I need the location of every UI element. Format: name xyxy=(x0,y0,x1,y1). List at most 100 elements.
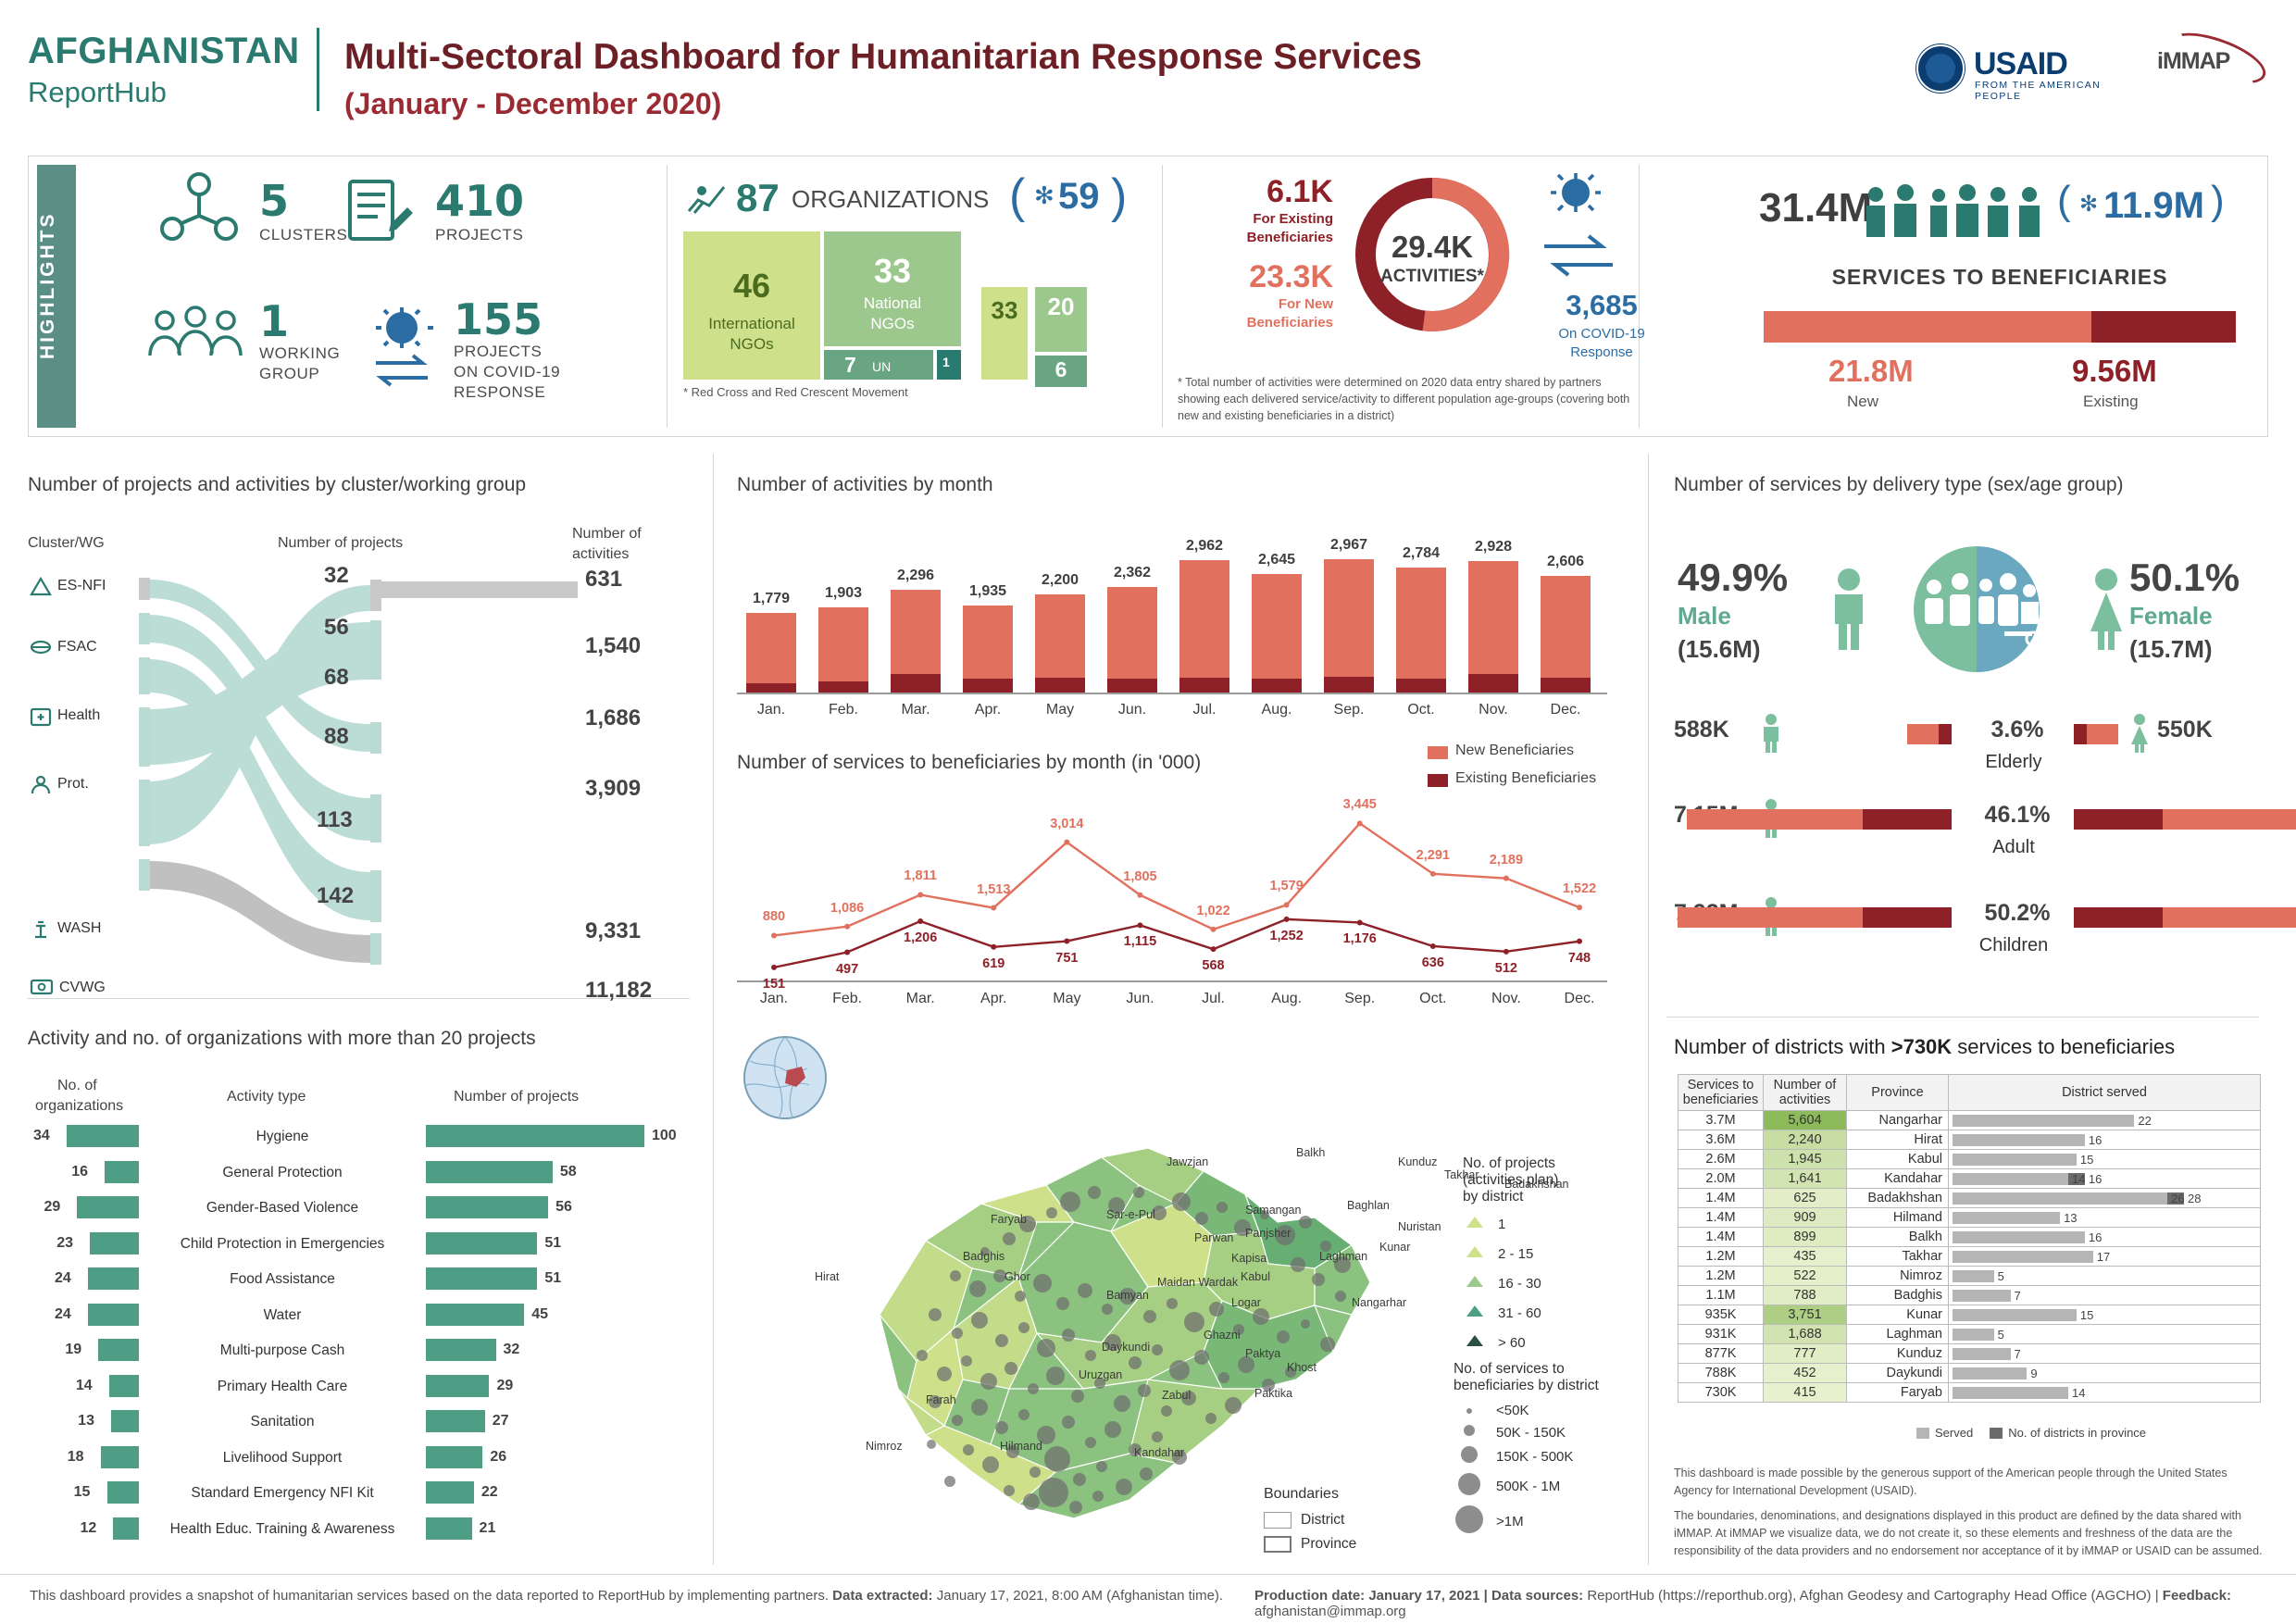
legend-services-line-2: beneficiaries by district xyxy=(1454,1378,1599,1393)
month-bar-existing-segment xyxy=(1324,677,1374,693)
usaid-wordmark: USAID xyxy=(1974,46,2068,81)
map-label: Badakhshan xyxy=(1504,1178,1569,1191)
dashboard-title: Multi-Sectoral Dashboard for Humanitaria… xyxy=(344,37,1422,77)
services-axis-label: Jan. xyxy=(759,991,789,1006)
cell-services: 935K xyxy=(1678,1305,1764,1325)
month-bar-existing-segment xyxy=(963,679,1013,693)
age-bar-right-existing xyxy=(2074,809,2163,830)
district-boundary-swatch xyxy=(1264,1512,1292,1529)
cell-district-bar: 14 16 xyxy=(1948,1168,2261,1189)
services-class-label: 150K - 500K xyxy=(1496,1449,1574,1465)
age-percent: 3.6% xyxy=(1990,717,2044,743)
map-label: Kapisa xyxy=(1231,1252,1267,1265)
table-row: 935K 3,751 Kunar 15 xyxy=(1678,1305,2261,1325)
activity-projects-bar xyxy=(426,1267,538,1290)
month-axis-label: Sep. xyxy=(1333,702,1365,718)
footer-left-1: This dashboard provides a snapshot of hu… xyxy=(30,1588,833,1604)
services-class-swatch xyxy=(1454,1473,1485,1500)
cluster-activities-3: 3,909 xyxy=(585,776,642,801)
activity-projects-bar xyxy=(426,1303,525,1326)
existing-activities-label-2: Beneficiaries xyxy=(1246,230,1333,245)
clusters-label: CLUSTERS xyxy=(259,226,348,243)
services-axis-label: Nov. xyxy=(1491,991,1521,1006)
organizations-icon xyxy=(685,183,728,217)
cell-activities: 1,641 xyxy=(1763,1168,1847,1189)
map-label: Faryab xyxy=(991,1213,1027,1226)
cell-province: Kandahar xyxy=(1846,1168,1949,1189)
boundary-label-district: District xyxy=(1301,1512,1345,1528)
month-bar xyxy=(1396,568,1446,693)
cell-activities: 522 xyxy=(1763,1266,1847,1286)
projects-class-swatch xyxy=(1463,1272,1487,1295)
map-label: Daykundi xyxy=(1102,1341,1151,1354)
month-axis-label: Apr. xyxy=(974,702,1002,718)
gender-pie-chart xyxy=(1893,546,2060,672)
age-bar-left-existing xyxy=(1939,724,1952,744)
map-label: Zabul xyxy=(1162,1389,1192,1402)
covid-small-icon: ✻ xyxy=(1034,181,1054,209)
existing-activities-value: 6.1K xyxy=(1267,174,1333,209)
cell-province: Kabul xyxy=(1846,1149,1949,1169)
cell-services: 730K xyxy=(1678,1382,1764,1403)
clusters-col-header-projects: Number of projects xyxy=(278,535,404,551)
month-bar-existing-segment xyxy=(746,682,796,693)
services-point-label: 1,579 xyxy=(1269,879,1304,894)
services-axis-label: Oct. xyxy=(1419,991,1447,1006)
services-existing-value: 9.56M xyxy=(2072,354,2157,388)
cell-district-bar: 14 xyxy=(1948,1382,2261,1403)
services-point-label: 751 xyxy=(1055,950,1079,966)
services-axis-label: Apr. xyxy=(980,991,1007,1006)
cluster-label-0: ES-NFI xyxy=(57,578,106,593)
map-label: Nimroz xyxy=(866,1440,903,1453)
side-block-6: 6 xyxy=(1035,356,1087,387)
month-bar xyxy=(1324,559,1374,693)
services-point-label: 1,811 xyxy=(904,868,937,884)
map-label: Ghor xyxy=(1004,1270,1030,1283)
age-bar-left-new xyxy=(1678,907,1863,928)
th-activities-line-2: activities xyxy=(1778,1092,1831,1107)
table-row: 3.7M 5,604 Nangarhar 22 xyxy=(1678,1110,2261,1130)
projects-label: PROJECTS xyxy=(435,226,524,243)
activity-projects-bar xyxy=(426,1125,644,1147)
footer-left-2: January 17, 2021, 8:00 AM (Afghanistan t… xyxy=(932,1588,1224,1604)
services-point-label: 1,252 xyxy=(1269,928,1304,943)
covid-projects-label-3: RESPONSE xyxy=(454,383,546,401)
legend-label-total: No. of districts in province xyxy=(2008,1426,2147,1440)
services-axis-label: Sep. xyxy=(1344,991,1376,1006)
activity-type-label: Food Assistance xyxy=(230,1271,335,1287)
projects-class-label: 31 - 60 xyxy=(1498,1305,1541,1321)
month-bar-label: 2,962 xyxy=(1185,537,1224,554)
cell-activities: 625 xyxy=(1763,1188,1847,1208)
activity-org-col-orgs-2: organizations xyxy=(35,1098,124,1114)
month-axis-label: Nov. xyxy=(1479,702,1508,718)
cell-activities: 5,604 xyxy=(1763,1110,1847,1130)
activity-projects-label: 51 xyxy=(544,1234,562,1251)
activity-org-col-orgs-1: No. of xyxy=(57,1078,97,1093)
activity-type-label: General Protection xyxy=(222,1164,343,1180)
month-axis-label: Oct. xyxy=(1407,702,1435,718)
services-class-label: >1M xyxy=(1496,1514,1524,1529)
highlights-divider-2 xyxy=(1162,165,1163,428)
cluster-activities-0: 631 xyxy=(585,567,623,592)
female-percent: 50.1% xyxy=(2129,556,2240,599)
org-count-label: 34 xyxy=(33,1128,50,1143)
usaid-credit: This dashboard is made possible by the g… xyxy=(1674,1467,2227,1497)
org-count-bar xyxy=(87,1303,139,1326)
month-bar xyxy=(1541,575,1591,693)
intl-ngo-label-2: NGOs xyxy=(730,335,774,353)
cluster-projects-3: 88 xyxy=(324,724,349,749)
projects-class-label: > 60 xyxy=(1498,1335,1526,1351)
cell-activities: 899 xyxy=(1763,1227,1847,1247)
cluster-label-4: WASH xyxy=(57,920,102,936)
side-6-value: 6 xyxy=(1054,357,1067,381)
footer-production-label: Production date: January 17, 2021 | Data… xyxy=(1254,1588,1584,1604)
services-covid-icon: ✻ xyxy=(2079,192,2099,217)
activity-type-label: Gender-Based Violence xyxy=(206,1200,359,1216)
usaid-tagline: FROM THE AMERICAN PEOPLE xyxy=(1975,80,2102,102)
cell-services: 3.7M xyxy=(1678,1110,1764,1130)
clusters-col-header-activities-2: activities xyxy=(572,546,630,562)
cell-district-bar: 15 xyxy=(1948,1149,2261,1169)
afghanistan-map[interactable] xyxy=(741,1083,1463,1565)
month-bar-label: 2,784 xyxy=(1402,545,1441,562)
table-row: 2.0M 1,641 Kandahar 14 16 xyxy=(1678,1168,2261,1189)
